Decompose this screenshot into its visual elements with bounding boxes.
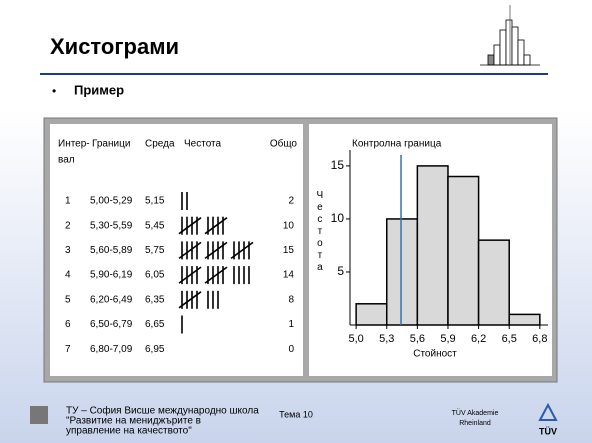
row-mid: 5,75 [145, 245, 165, 256]
row-number: 5 [65, 294, 71, 305]
row-number: 7 [65, 344, 71, 355]
row-total: 14 [283, 270, 295, 281]
y-tick-label: 10 [331, 211, 345, 225]
row-total: 1 [288, 319, 294, 330]
bar [477, 239, 510, 326]
row-mid: 6,35 [145, 294, 165, 305]
bullet-text: Пример [74, 82, 124, 97]
x-tick-label: 5,9 [440, 333, 455, 345]
row-total: 8 [288, 294, 294, 305]
row-mid: 6,65 [145, 319, 165, 330]
row-number: 1 [65, 196, 71, 207]
row-total: 15 [283, 245, 295, 256]
footer-logo-right [538, 402, 558, 421]
y-tick-label: 15 [331, 158, 345, 172]
corner-logo [480, 5, 540, 66]
footer-left: управление на качеството" [66, 426, 192, 437]
bullet-mark: • [52, 84, 56, 98]
row-total: 2 [288, 196, 294, 207]
row-range: 6,50-6,79 [90, 319, 133, 330]
tally-stroke [230, 241, 254, 260]
column-header: Общо [270, 138, 298, 150]
footer-right: Rheinland [459, 420, 491, 427]
row-number: 6 [65, 319, 71, 330]
x-tick-label: 5,3 [379, 333, 394, 345]
tally-stroke [178, 266, 202, 284]
row-range: 5,00-5,29 [90, 196, 133, 207]
x-tick-label: 5,6 [410, 333, 425, 345]
row-range: 5,90-6,19 [90, 270, 133, 281]
footer-right: TÜV Akademie [452, 409, 499, 417]
row-total: 10 [283, 220, 295, 231]
tally-stroke [178, 291, 202, 309]
footer-logo-left [30, 406, 48, 424]
tally [178, 241, 254, 260]
row-mid: 5,15 [145, 196, 165, 207]
row-mid: 6,05 [145, 270, 165, 281]
footer-left: "Развитие на мениджърите в [66, 416, 201, 427]
tally-stroke [178, 217, 202, 235]
tally-stroke [204, 266, 228, 284]
x-tick-label: 6,8 [532, 333, 547, 345]
bar [508, 313, 541, 326]
x-tick-label: 6,5 [502, 333, 517, 345]
table-panel [50, 124, 303, 376]
footer-logo-text: TÜV [539, 426, 557, 436]
y-tick-label: 5 [337, 264, 344, 278]
tally-stroke [204, 217, 228, 235]
row-range: 6,20-6,49 [90, 294, 133, 305]
row-number: 2 [65, 220, 71, 231]
tally [178, 216, 228, 235]
tally [181, 192, 188, 210]
tally [178, 290, 219, 309]
footer-center: Тема 10 [279, 409, 313, 419]
row-total: 0 [288, 344, 294, 355]
column-header: Граници [92, 139, 130, 150]
footer-left: ТУ – София Висше международно школа [66, 405, 259, 417]
column-header: Среда [145, 139, 175, 150]
annotation: Контролна граница [352, 139, 442, 150]
tally-stroke [204, 241, 228, 260]
column-header: вал [58, 155, 75, 166]
x-axis-label: Стойност [413, 349, 457, 360]
footer: ТУ – София Висше международно школа "Раз… [30, 402, 558, 437]
row-range: 6,80-7,09 [90, 344, 133, 355]
bar [355, 303, 388, 326]
row-range: 5,60-5,89 [90, 245, 133, 256]
bar [416, 165, 449, 326]
row-number: 4 [65, 270, 71, 281]
bar [385, 218, 419, 326]
y-axis-label: Честота [314, 190, 325, 274]
x-tick-label: 5,0 [348, 333, 363, 345]
column-header: Честота [184, 139, 222, 150]
row-mid: 5,45 [145, 220, 165, 231]
column-header: Интер- [58, 139, 90, 150]
row-range: 5,30-5,59 [90, 220, 133, 231]
tally-stroke [178, 241, 202, 260]
tally [178, 266, 250, 285]
row-mid: 6,95 [145, 344, 165, 355]
row-number: 3 [65, 245, 71, 256]
slide-title: Хистограми [50, 34, 179, 59]
x-tick-label: 6,2 [471, 333, 486, 345]
bar [447, 175, 480, 326]
